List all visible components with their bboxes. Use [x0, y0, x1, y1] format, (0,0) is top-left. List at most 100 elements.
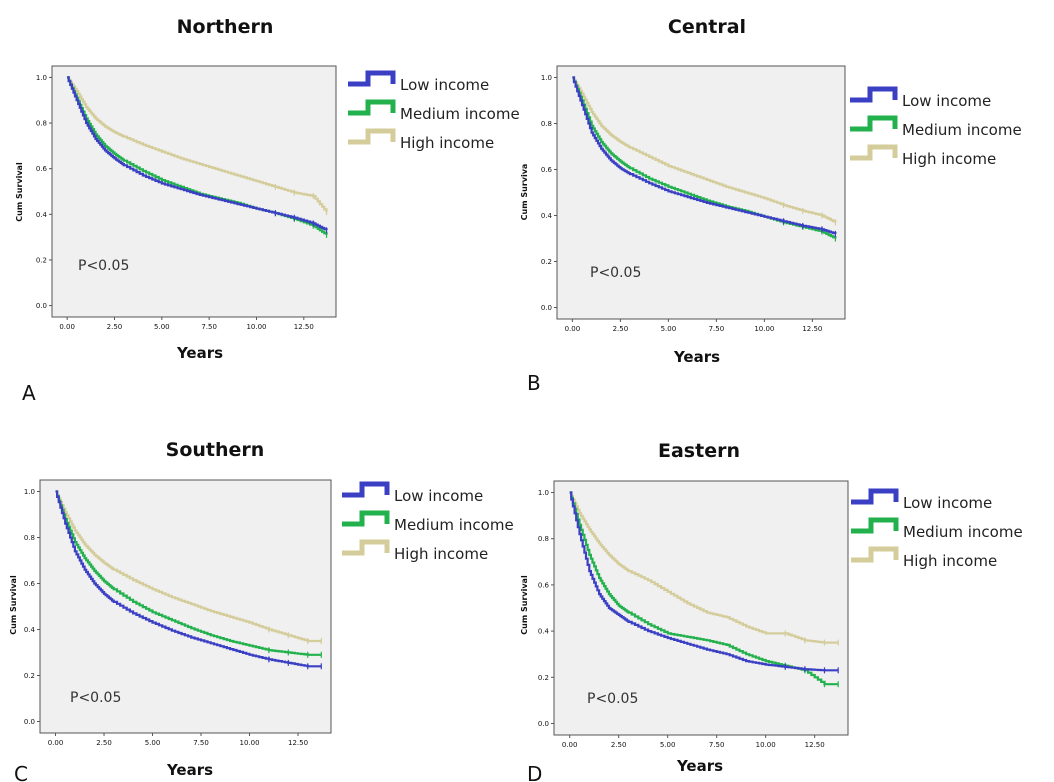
x-tick-label: 12.50	[288, 739, 308, 747]
survival-curves	[55, 490, 322, 670]
y-axis-label: Cum Surviva	[520, 164, 529, 221]
p-value-annotation: P<0.05	[78, 258, 129, 274]
x-tick-label: 5.00	[145, 739, 161, 747]
legend-label: Low income	[394, 487, 483, 505]
y-tick-label: 1.0	[538, 489, 549, 497]
x-tick-label: 0.00	[565, 325, 581, 333]
panel-d: Eastern 0.0 0.2 0.4 0.6 0.8 1.0 0.00 2.50 5.00 7…	[520, 405, 1054, 782]
legend-label: High income	[902, 150, 996, 168]
legend-swatch	[851, 546, 899, 563]
survival-curve-low-income	[67, 76, 328, 231]
legend-label: High income	[400, 134, 494, 152]
km-chart-b: Central 0.0 0.2 0.4 0.6 0.8 1.0 0.00 2.50 5.00 7…	[520, 16, 1022, 395]
p-value-annotation: P<0.05	[590, 265, 641, 281]
survival-curves	[569, 491, 839, 688]
y-tick-label: 0.2	[538, 674, 549, 682]
legend-swatch	[850, 86, 898, 103]
x-tick-label: 10.00	[246, 323, 266, 331]
p-value-annotation: P<0.05	[70, 690, 121, 706]
x-tick-label: 5.00	[660, 741, 676, 749]
x-tick-label: 2.50	[611, 741, 627, 749]
y-tick-label: 0.6	[541, 166, 553, 174]
legend-label: Medium income	[903, 523, 1023, 541]
legend: Low income Medium income High income	[850, 86, 1022, 168]
legend: Low income Medium income High income	[348, 70, 520, 152]
survival-curve-high-income	[569, 491, 839, 644]
x-tick-label: 0.00	[59, 323, 75, 331]
survival-curve-low-income	[572, 76, 837, 235]
legend-label: High income	[903, 552, 997, 570]
x-tick-label: 7.50	[201, 323, 217, 331]
x-tick-label: 7.50	[709, 325, 725, 333]
legend-swatch	[348, 99, 396, 116]
legend-swatch	[342, 510, 390, 527]
x-tick-label: 12.50	[805, 741, 825, 749]
y-tick-label: 0.4	[541, 212, 553, 220]
chart-title: Eastern	[658, 440, 740, 462]
legend: Low income Medium income High income	[851, 488, 1023, 570]
panel-letter: B	[527, 371, 541, 395]
legend-label: Low income	[400, 76, 489, 94]
panel-b: Central 0.0 0.2 0.4 0.6 0.8 1.0 0.00 2.50 5.00 7…	[520, 0, 1054, 405]
x-tick-label: 7.50	[193, 739, 209, 747]
y-tick-label: 0.0	[24, 718, 35, 726]
y-tick-label: 0.2	[36, 256, 47, 264]
x-tick-label: 12.50	[294, 323, 314, 331]
survival-curve-high-income	[55, 490, 322, 643]
x-tick-label: 12.50	[802, 325, 822, 333]
x-tick-label: 2.50	[96, 739, 112, 747]
x-tick-label: 10.00	[754, 325, 774, 333]
survival-curve-low-income	[569, 491, 839, 672]
chart-title: Southern	[166, 439, 265, 461]
legend-label: Medium income	[400, 105, 520, 123]
x-axis-ticks: 0.00 2.50 5.00 7.50 10.00 12.50	[59, 317, 314, 331]
survival-curve-medium-income	[569, 491, 839, 686]
legend-swatch	[851, 488, 899, 505]
y-tick-label: 0.0	[36, 302, 47, 310]
y-tick-label: 1.0	[24, 488, 35, 496]
y-tick-label: 0.8	[24, 534, 35, 542]
y-tick-label: 0.4	[538, 628, 550, 636]
panel-c: Southern 0.0 0.2 0.4 0.6 0.8 1.0 0.00 2.50 5.00…	[0, 405, 527, 782]
y-tick-label: 0.2	[541, 258, 552, 266]
survival-curve-high-income	[572, 76, 837, 223]
y-tick-label: 0.0	[538, 720, 549, 728]
x-tick-label: 5.00	[154, 323, 170, 331]
y-tick-label: 0.2	[24, 672, 35, 680]
x-tick-label: 0.00	[562, 741, 578, 749]
x-axis-ticks: 0.00 2.50 5.00 7.50 10.00 12.50	[48, 733, 308, 747]
x-tick-label: 0.00	[48, 739, 64, 747]
legend-swatch	[851, 517, 899, 534]
panel-letter: C	[14, 762, 28, 782]
legend-swatch	[342, 539, 390, 556]
legend-swatch	[342, 481, 390, 498]
x-axis-label: Years	[676, 757, 723, 775]
p-value-annotation: P<0.05	[587, 691, 638, 707]
legend-label: Low income	[902, 92, 991, 110]
legend-swatch	[348, 70, 396, 87]
km-chart-c: Southern 0.0 0.2 0.4 0.6 0.8 1.0 0.00 2.50 5.00…	[9, 439, 514, 782]
y-tick-label: 0.6	[36, 165, 48, 173]
y-axis-ticks: 0.0 0.2 0.4 0.6 0.8 1.0	[24, 488, 40, 726]
y-axis-label: Cum Survival	[520, 575, 529, 635]
y-tick-label: 0.6	[538, 581, 550, 589]
x-axis-label: Years	[176, 344, 223, 362]
survival-curve-high-income	[67, 76, 328, 212]
x-tick-label: 2.50	[107, 323, 123, 331]
legend: Low income Medium income High income	[342, 481, 514, 563]
x-axis-ticks: 0.00 2.50 5.00 7.50 10.00 12.50	[562, 735, 825, 749]
y-tick-label: 0.4	[36, 211, 48, 219]
legend-label: Low income	[903, 494, 992, 512]
y-axis-label: Cum Survival	[9, 575, 18, 635]
survival-curve-low-income	[55, 490, 322, 668]
y-tick-label: 0.4	[24, 626, 36, 634]
x-tick-label: 10.00	[239, 739, 259, 747]
y-axis-label: Cum Survival	[15, 162, 24, 222]
survival-curves	[67, 76, 328, 238]
panel-letter: D	[527, 762, 542, 782]
plot-area	[556, 65, 846, 320]
x-axis-label: Years	[166, 761, 213, 779]
legend-swatch	[850, 144, 898, 161]
x-tick-label: 7.50	[709, 741, 725, 749]
survival-curve-medium-income	[55, 490, 322, 656]
